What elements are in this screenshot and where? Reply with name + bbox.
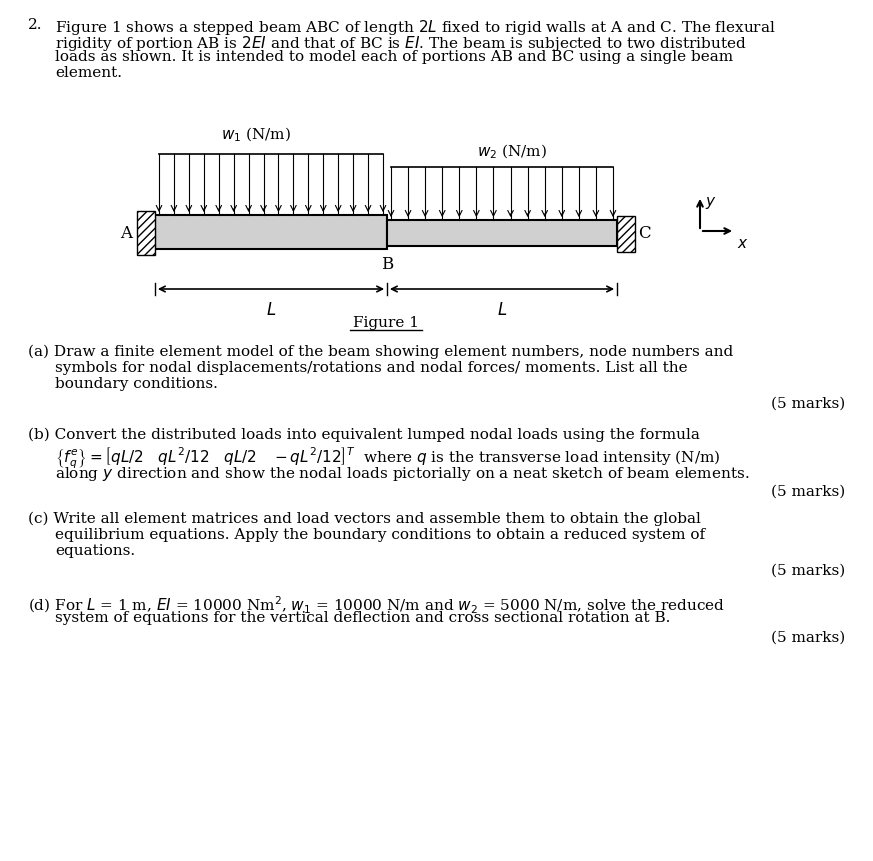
Text: symbols for nodal displacements/rotations and nodal forces/ moments. List all th: symbols for nodal displacements/rotation…: [55, 361, 688, 375]
Text: (5 marks): (5 marks): [771, 397, 845, 411]
Text: 2.: 2.: [28, 18, 43, 32]
Text: (5 marks): (5 marks): [771, 563, 845, 578]
Text: (5 marks): (5 marks): [771, 630, 845, 644]
Text: element.: element.: [55, 66, 122, 80]
Text: $x$: $x$: [737, 237, 748, 251]
Text: (c) Write all element matrices and load vectors and assemble them to obtain the : (c) Write all element matrices and load …: [28, 511, 701, 526]
Text: C: C: [638, 224, 650, 241]
Text: A: A: [120, 224, 132, 241]
Text: rigidity of portion AB is $2EI$ and that of BC is $EI$. The beam is subjected to: rigidity of portion AB is $2EI$ and that…: [55, 34, 746, 53]
Text: Figure 1: Figure 1: [353, 316, 419, 330]
Text: $L$: $L$: [266, 301, 276, 319]
Text: $\left\{f_q^e\right\}=\left[qL/2\quad qL^2/12\quad qL/2\quad -qL^2/12\right]^T$ : $\left\{f_q^e\right\}=\left[qL/2\quad qL…: [55, 445, 720, 471]
Text: (a) Draw a finite element model of the beam showing element numbers, node number: (a) Draw a finite element model of the b…: [28, 344, 733, 359]
Bar: [137, 212, 155, 256]
Text: along $y$ direction and show the nodal loads pictorially on a neat sketch of bea: along $y$ direction and show the nodal l…: [55, 464, 750, 482]
Text: $L$: $L$: [497, 301, 507, 319]
Text: system of equations for the vertical deflection and cross sectional rotation at : system of equations for the vertical def…: [55, 610, 670, 624]
Text: (b) Convert the distributed loads into equivalent lumped nodal loads using the f: (b) Convert the distributed loads into e…: [28, 428, 700, 442]
Bar: [617, 217, 635, 253]
Bar: [155, 216, 387, 250]
Text: $y$: $y$: [705, 195, 717, 211]
Text: $w_2$ (N/m): $w_2$ (N/m): [477, 143, 547, 161]
Bar: [387, 220, 617, 247]
Text: (d) For $L$ = 1 m, $EI$ = 10000 Nm$^2$, $w_1$ = 10000 N/m and $w_2$ = 5000 N/m, : (d) For $L$ = 1 m, $EI$ = 10000 Nm$^2$, …: [28, 594, 725, 616]
Text: $w_1$ (N/m): $w_1$ (N/m): [221, 126, 291, 145]
Text: (5 marks): (5 marks): [771, 485, 845, 499]
Text: B: B: [381, 256, 393, 273]
Text: equations.: equations.: [55, 543, 135, 557]
Text: equilibrium equations. Apply the boundary conditions to obtain a reduced system : equilibrium equations. Apply the boundar…: [55, 528, 705, 542]
Text: Figure 1 shows a stepped beam ABC of length $2L$ fixed to rigid walls at A and C: Figure 1 shows a stepped beam ABC of len…: [55, 18, 776, 37]
Text: loads as shown. It is intended to model each of portions AB and BC using a singl: loads as shown. It is intended to model …: [55, 50, 733, 64]
Text: boundary conditions.: boundary conditions.: [55, 376, 218, 391]
